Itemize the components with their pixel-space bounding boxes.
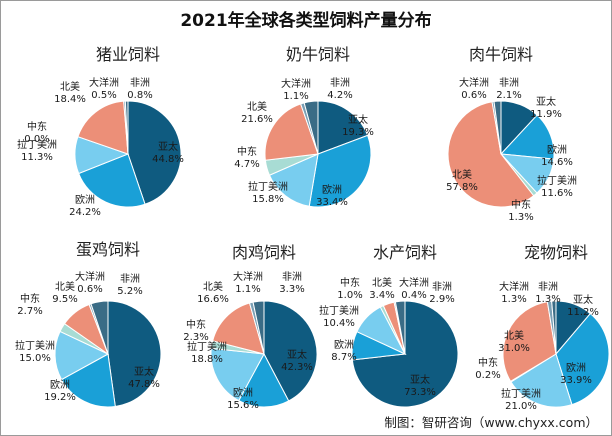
pie-title: 肉鸡饲料 [232, 243, 296, 262]
data-label-middle-east: 中东 4.7% [234, 145, 259, 170]
data-label-europe: 欧洲 33.4% [316, 184, 348, 208]
source-note: 制图：智研咨询（www.chyxx.com） [384, 415, 598, 430]
data-label-latin-america: 拉丁美洲 10.4% [319, 304, 359, 329]
data-label-europe: 欧洲 15.6% [227, 387, 259, 411]
pie-slice-africa [124, 100, 129, 155]
data-label-europe: 欧洲 19.2% [44, 379, 76, 403]
data-label-middle-east: 中东 1.3% [508, 198, 533, 223]
pie-slice-asia-pacific [107, 300, 162, 408]
chart-title: 2021年全球各类型饲料产量分布 [180, 11, 432, 31]
pie-slice-latin-america [510, 353, 573, 408]
pie-slice-latin-america [210, 347, 265, 402]
pie-slice-europe [499, 114, 555, 160]
pie-slice-north-america [502, 301, 557, 383]
pie-title: 水产饲料 [373, 243, 437, 262]
data-label-latin-america: 拉丁美洲 11.3% [17, 138, 57, 163]
pie-slice-africa [90, 300, 109, 355]
data-label-north-america: 北美 21.6% [241, 100, 273, 125]
pie-slice-africa [394, 300, 406, 355]
data-label-asia-pacific: 亚太 42.3% [281, 348, 313, 373]
data-label-asia-pacific: 亚太 11.2% [567, 293, 599, 318]
data-label-latin-america: 拉丁美洲 11.6% [537, 174, 577, 199]
data-label-middle-east: 中东 0.2% [475, 356, 500, 381]
pie-slice-europe [555, 312, 610, 406]
data-label-north-america: 北美 31.0% [498, 329, 530, 354]
data-label-asia-pacific: 亚太 44.8% [152, 140, 184, 165]
data-label-north-america: 北美 18.4% [54, 80, 86, 105]
pie-title: 猪业饲料 [96, 45, 160, 64]
pie-slice-europe [308, 134, 372, 208]
pie-slice-north-america [77, 100, 129, 155]
pie-slice-latin-america [54, 330, 110, 381]
pie-slice-africa [493, 100, 502, 155]
data-label-europe: 欧洲 14.6% [541, 144, 573, 168]
data-label-oceania: 大洋洲 1.1% [233, 270, 263, 295]
data-label-oceania: 大洋洲 1.3% [499, 280, 529, 305]
data-label-africa: 非洲 4.2% [327, 77, 352, 101]
data-label-oceania: 大洋洲 0.6% [75, 270, 105, 295]
data-label-oceania: 大洋洲 1.1% [281, 77, 311, 102]
data-label-north-america: 北美 3.4% [369, 276, 394, 301]
data-label-oceania: 大洋洲 0.6% [459, 76, 489, 101]
data-label-latin-america: 拉丁美洲 18.8% [187, 340, 227, 365]
data-label-asia-pacific: 亚太 19.3% [342, 113, 374, 138]
data-label-middle-east: 中东 1.0% [337, 276, 362, 301]
data-label-north-america: 北美 16.6% [197, 280, 229, 305]
data-label-africa: 非洲 5.2% [117, 273, 142, 297]
pie-slice-africa [551, 300, 557, 355]
data-label-north-america: 北美 9.5% [52, 280, 77, 305]
data-label-africa: 非洲 3.3% [279, 271, 304, 295]
pie-title: 宠物饲料 [524, 243, 588, 262]
data-label-oceania: 大洋洲 0.4% [399, 276, 429, 301]
data-label-africa: 非洲 0.8% [127, 77, 152, 101]
pie-slice-asia-pacific [317, 100, 369, 155]
pie-slice-europe [238, 352, 290, 408]
pie-slice-europe [60, 353, 116, 408]
data-label-europe: 欧洲 33.9% [560, 362, 592, 386]
data-label-asia-pacific: 亚太 11.9% [530, 95, 562, 120]
pie-slice-asia-pacific [263, 300, 318, 402]
pie-title: 蛋鸡饲料 [76, 240, 140, 259]
data-label-africa: 非洲 2.9% [429, 281, 454, 305]
pie-slice-asia-pacific [127, 100, 182, 205]
pie-slice-north-america [264, 103, 319, 161]
data-label-middle-east: 中东 2.7% [17, 292, 42, 317]
data-label-asia-pacific: 亚太 47.8% [128, 365, 160, 390]
pie-title: 肉牛饲料 [469, 45, 533, 64]
pie-slice-north-america [212, 302, 265, 355]
pie-slice-north-america [447, 101, 535, 208]
pie-slice-latin-america [268, 153, 319, 207]
data-label-oceania: 大洋洲 0.5% [89, 76, 119, 101]
data-label-middle-east: 中东 0.0% [24, 120, 49, 145]
data-label-north-america: 北美 57.8% [446, 168, 478, 193]
data-label-latin-america: 拉丁美洲 15.8% [248, 180, 288, 205]
data-label-latin-america: 拉丁美洲 15.0% [15, 339, 55, 364]
pie-slice-africa [303, 100, 319, 155]
data-label-africa: 非洲 2.1% [496, 77, 521, 101]
pie-title: 奶牛饲料 [286, 45, 350, 64]
data-label-asia-pacific: 亚太 73.3% [404, 373, 436, 398]
pie-slice-africa [252, 300, 265, 355]
data-label-latin-america: 拉丁美洲 21.0% [501, 387, 541, 412]
data-label-europe: 欧洲 8.7% [331, 339, 356, 363]
data-label-middle-east: 中东 2.3% [183, 318, 208, 343]
data-label-africa: 非洲 1.3% [535, 281, 560, 305]
data-label-europe: 欧洲 24.2% [69, 194, 101, 218]
